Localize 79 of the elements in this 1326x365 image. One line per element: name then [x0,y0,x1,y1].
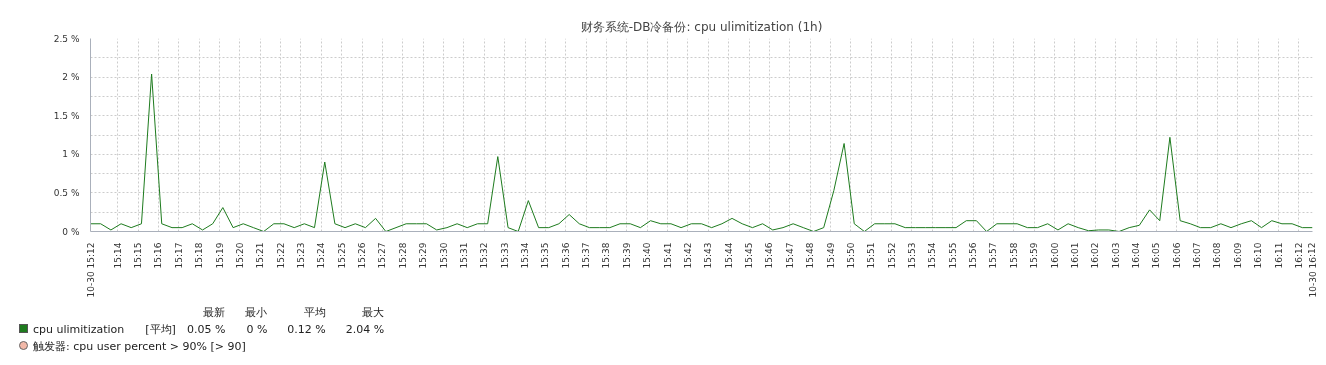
x-tick-label: 15:14 [112,242,123,269]
x-tick-label: 15:48 [805,242,816,269]
x-tick-label: 15:36 [560,242,571,269]
y-tick-label: 0.5 % [53,187,80,198]
x-tick-label: 16:05 [1151,242,1162,269]
x-tick-label: 15:20 [234,242,245,269]
x-tick-label: 15:41 [662,242,673,269]
x-tick-label: 15:15 [133,242,144,269]
x-tick-label: 15:44 [723,242,734,269]
x-tick-label: 15:45 [744,242,755,269]
x-tick-label: 15:19 [214,242,225,269]
x-tick-label: 15:30 [438,242,449,269]
y-tick-label: 1 % [62,149,80,160]
x-tick-label: 16:11 [1273,242,1284,269]
x-tick-label: 16:01 [1069,242,1080,269]
x-tick-label: 15:40 [642,242,653,269]
x-tick-label: 15:46 [764,242,775,269]
text: 0.05 % [185,321,227,338]
text: 触发器: cpu user percent > 90% [> 90] [32,339,247,356]
x-tick-label: 15:53 [906,242,917,269]
x-tick-label: 16:10 [1253,242,1264,269]
x-tick-label: 15:18 [194,242,205,269]
x-tick-label: 15:52 [886,242,897,269]
y-tick-label: 2.5 % [53,33,80,44]
x-tick-label: 16:09 [1232,242,1243,269]
x-tick-label: 15:55 [947,242,958,269]
x-tick-label: 15:49 [825,242,836,269]
x-tick-label: 15:43 [703,242,714,269]
text: 2.04 % [344,321,386,338]
x-tick-label: 15:24 [316,242,327,269]
text: 最小 [244,305,269,321]
text: 0 % [245,321,269,338]
x-tick-label: 15:57 [988,242,999,269]
x-tick-label: 15:22 [275,242,286,269]
x-tick-label: 15:47 [784,242,795,269]
text: 最大 [361,305,386,321]
x-tick-label: 15:58 [1008,242,1019,269]
x-tick-label: 15:34 [520,242,531,269]
x-tick-label: 15:37 [581,242,592,269]
x-tick-label: 15:28 [397,242,408,269]
x-tick-label: 15:33 [499,242,510,269]
x-tick-label: 15:59 [1029,242,1040,269]
x-tick-label: 15:31 [458,242,469,269]
x-tick-label: 15:54 [927,242,938,269]
legend-label: cpu ulimitization [32,321,126,338]
x-tick-label: 15:16 [153,242,164,269]
text: 0.12 % [286,321,327,338]
x-tick-label: 15:39 [621,242,632,269]
x-tick-label: 15:23 [295,242,306,269]
x-tick-label: 15:17 [173,242,184,269]
x-tick-label: 15:50 [845,242,856,269]
x-tick-label: 15:26 [357,242,368,269]
x-tick-label: 15:42 [682,242,693,269]
y-tick-label: 0 % [62,226,80,237]
x-tick-label: 16:00 [1049,242,1060,269]
x-tick-label: 15:27 [377,242,388,269]
x-tick-label: 15:29 [418,242,429,269]
x-tick-label: 16:08 [1212,242,1223,269]
x-tick-label: 15:35 [540,242,551,269]
x-tick-label: 10-30 15:12 [85,242,96,298]
x-tick-label: 16:02 [1090,242,1101,269]
x-tick-label: 16:12 [1293,242,1304,269]
x-tick-label: 15:21 [255,242,266,269]
text: 平均 [302,305,327,321]
x-tick-label: 15:38 [601,242,612,269]
text: [平均] [144,321,177,338]
x-tick-label: 10-30 16:12 [1307,242,1318,298]
x-tick-label: 15:32 [479,242,490,269]
text: 最新 [202,305,227,321]
x-tick-label: 16:04 [1131,242,1142,269]
y-tick-label: 2 % [62,72,80,83]
chart-title: 财务系统-DB冷备份: cpu ulimitization (1h) [580,19,823,34]
x-tick-label: 15:56 [968,242,979,269]
x-tick-label: 15:25 [336,242,347,269]
y-tick-label: 1.5 % [53,110,80,121]
x-tick-label: 16:06 [1171,242,1182,269]
x-tick-label: 15:51 [866,242,877,269]
x-tick-label: 16:03 [1110,242,1121,269]
x-tick-label: 16:07 [1192,242,1203,269]
